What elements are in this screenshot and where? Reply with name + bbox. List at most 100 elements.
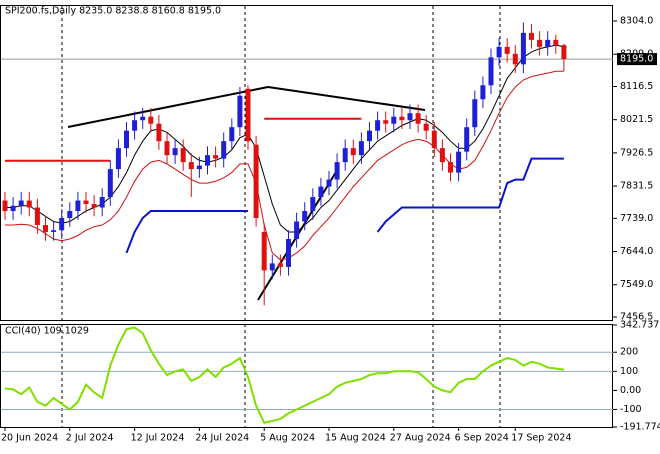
- cci-title: CCI(40) 109.1029: [5, 326, 89, 337]
- candle-body: [229, 127, 235, 142]
- cci-line: [4, 326, 565, 424]
- y-tick-label: -191.7744: [620, 422, 660, 433]
- y-tick-label: 7644.0: [620, 246, 653, 257]
- x-tick-label: 12 Jul 2024: [131, 433, 185, 444]
- candle-body: [2, 200, 8, 212]
- candle-body: [529, 32, 534, 40]
- indicator-line: [5, 117, 362, 162]
- candle-body: [391, 116, 397, 124]
- candle-body: [367, 130, 372, 142]
- candle-body: [496, 46, 502, 58]
- candle-body: [188, 162, 194, 170]
- candle-body: [520, 32, 526, 65]
- y-tick-label: 7926.5: [620, 147, 653, 158]
- candle-body: [148, 116, 154, 124]
- candle-body: [205, 155, 210, 166]
- candle-body: [439, 148, 445, 163]
- y-tick-label: -100: [620, 404, 642, 415]
- y-tick-label: 7456.5: [620, 312, 653, 323]
- candle-body: [407, 113, 413, 121]
- indicator-line: [125, 157, 564, 254]
- chart-title: SPI200.fs,Daily 8235.0 8238.8 8160.8 819…: [5, 6, 221, 17]
- x-tick-label: 6 Sep 2024: [455, 433, 509, 444]
- candle-body: [358, 141, 364, 156]
- candle-body: [115, 148, 121, 170]
- x-tick-label: 20 Jun 2024: [1, 433, 58, 444]
- candle-body: [107, 169, 113, 198]
- candle-body: [431, 130, 437, 149]
- candle-body: [545, 39, 551, 47]
- candle-body: [277, 263, 283, 267]
- candle-body: [464, 127, 470, 152]
- price-marker-box: [617, 53, 657, 66]
- candle-body: [245, 88, 251, 142]
- candle-body: [132, 120, 138, 131]
- x-tick-label: 15 Aug 2024: [325, 433, 386, 444]
- candle-body: [156, 123, 162, 142]
- indicator-line: [5, 44, 565, 233]
- candle-body: [504, 46, 510, 54]
- candle-body: [261, 231, 267, 271]
- y-tick-label: 342.7377: [620, 320, 660, 331]
- candle-body: [423, 123, 429, 131]
- candle-body: [294, 221, 300, 239]
- candle-body: [221, 141, 227, 159]
- candle-body: [140, 116, 146, 121]
- candle-body: [480, 85, 486, 100]
- y-tick-label: 7739.0: [620, 213, 653, 224]
- candle-body: [488, 57, 494, 86]
- candle-body: [537, 39, 543, 47]
- price-marker-label: 8195.0: [620, 54, 653, 65]
- candle-body: [310, 197, 316, 212]
- trendline: [67, 86, 269, 128]
- candle-body: [350, 148, 356, 156]
- candle-body: [375, 120, 381, 131]
- y-tick-label: 7831.5: [620, 181, 653, 192]
- candle-body: [318, 186, 324, 198]
- x-tick-label: 27 Aug 2024: [390, 433, 451, 444]
- candle-body: [75, 200, 81, 212]
- x-tick-label: 24 Jul 2024: [195, 433, 249, 444]
- y-tick-label: 100: [620, 366, 638, 377]
- candle-body: [448, 162, 453, 173]
- y-tick-label: 200: [620, 347, 638, 358]
- candle-body: [51, 230, 57, 232]
- candle-body: [472, 99, 478, 128]
- candle-body: [237, 95, 243, 128]
- candle-body: [399, 116, 405, 121]
- trendline: [267, 86, 426, 111]
- candle-body: [553, 39, 559, 46]
- candle-body: [59, 218, 65, 231]
- y-tick-label: 8116.5: [620, 81, 653, 92]
- candle-body: [213, 155, 219, 159]
- candle-body: [196, 165, 202, 170]
- price-panel: [0, 5, 613, 321]
- candle-body: [34, 207, 40, 225]
- candle-body: [99, 197, 105, 208]
- candle-body: [67, 211, 73, 219]
- y-tick-label: 7549.0: [620, 279, 653, 290]
- indicator-line: [5, 70, 564, 261]
- candle-body: [10, 205, 16, 212]
- candle-body: [415, 113, 421, 124]
- candle-body: [43, 224, 48, 232]
- x-tick-label: 17 Sep 2024: [511, 433, 571, 444]
- candle-body: [512, 53, 518, 65]
- cci-panel: [0, 324, 613, 428]
- candle-body: [253, 144, 259, 219]
- candle-body: [456, 151, 462, 173]
- x-tick-label: 5 Aug 2024: [260, 433, 315, 444]
- candle-body: [269, 263, 275, 271]
- candle-body: [26, 200, 32, 208]
- candle-body: [124, 130, 129, 149]
- candle-body: [164, 141, 170, 156]
- y-tick-label: 8304.0: [620, 16, 653, 27]
- candle-body: [18, 200, 24, 206]
- y-tick-label: 8021.5: [620, 114, 653, 125]
- candle-body: [180, 148, 186, 163]
- candle-body: [83, 200, 89, 205]
- candle-body: [342, 148, 348, 163]
- candle-body: [286, 238, 291, 267]
